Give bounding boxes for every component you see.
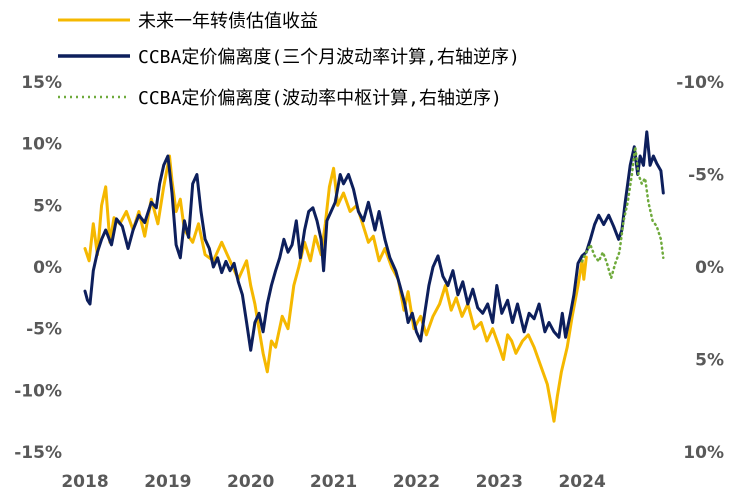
y-left-tick-label: 15% [21, 73, 62, 93]
x-tick-label: 2022 [393, 472, 440, 492]
x-tick-label: 2024 [558, 472, 605, 492]
y-left-tick-label: 0% [33, 258, 62, 278]
series-ccba-3m-vol-line [83, 130, 665, 352]
x-tick-label: 2019 [144, 472, 191, 492]
x-tick-label: 2018 [61, 472, 108, 492]
y-right-tick-label: 5% [695, 351, 724, 371]
legend: 未来一年转债估值收益 CCBA定价偏离度(三个月波动率计算,右轴逆序) CCBA… [58, 11, 520, 109]
y-left-tick-label: -15% [14, 443, 62, 463]
right-axis: -10% -5% 0% 5% 10% [676, 73, 724, 463]
y-left-tick-label: -5% [26, 320, 62, 340]
x-tick-label: 2023 [476, 472, 523, 492]
series-layer [83, 130, 665, 423]
x-tick-label: 2021 [310, 472, 357, 492]
legend-label-valuation-return: 未来一年转债估值收益 [138, 11, 318, 32]
x-axis: 2018 2019 2020 2021 2022 2023 2024 [61, 472, 606, 492]
legend-label-ccba-central-vol: CCBA定价偏离度(波动率中枢计算,右轴逆序) [138, 88, 502, 109]
y-left-tick-label: 5% [33, 196, 62, 216]
series-ccba-central-vol-line [580, 145, 665, 280]
y-left-tick-label: -10% [14, 381, 62, 401]
y-left-tick-label: 10% [21, 135, 62, 155]
y-right-tick-label: -10% [676, 73, 724, 93]
series-valuation-return-line [83, 154, 588, 423]
y-right-tick-label: 0% [695, 258, 724, 278]
legend-label-ccba-3m-vol: CCBA定价偏离度(三个月波动率计算,右轴逆序) [138, 47, 520, 68]
y-right-tick-label: 10% [683, 443, 724, 463]
left-axis: 15% 10% 5% 0% -5% -10% -15% [14, 73, 62, 463]
x-tick-label: 2020 [227, 472, 274, 492]
y-right-tick-label: -5% [688, 166, 724, 186]
